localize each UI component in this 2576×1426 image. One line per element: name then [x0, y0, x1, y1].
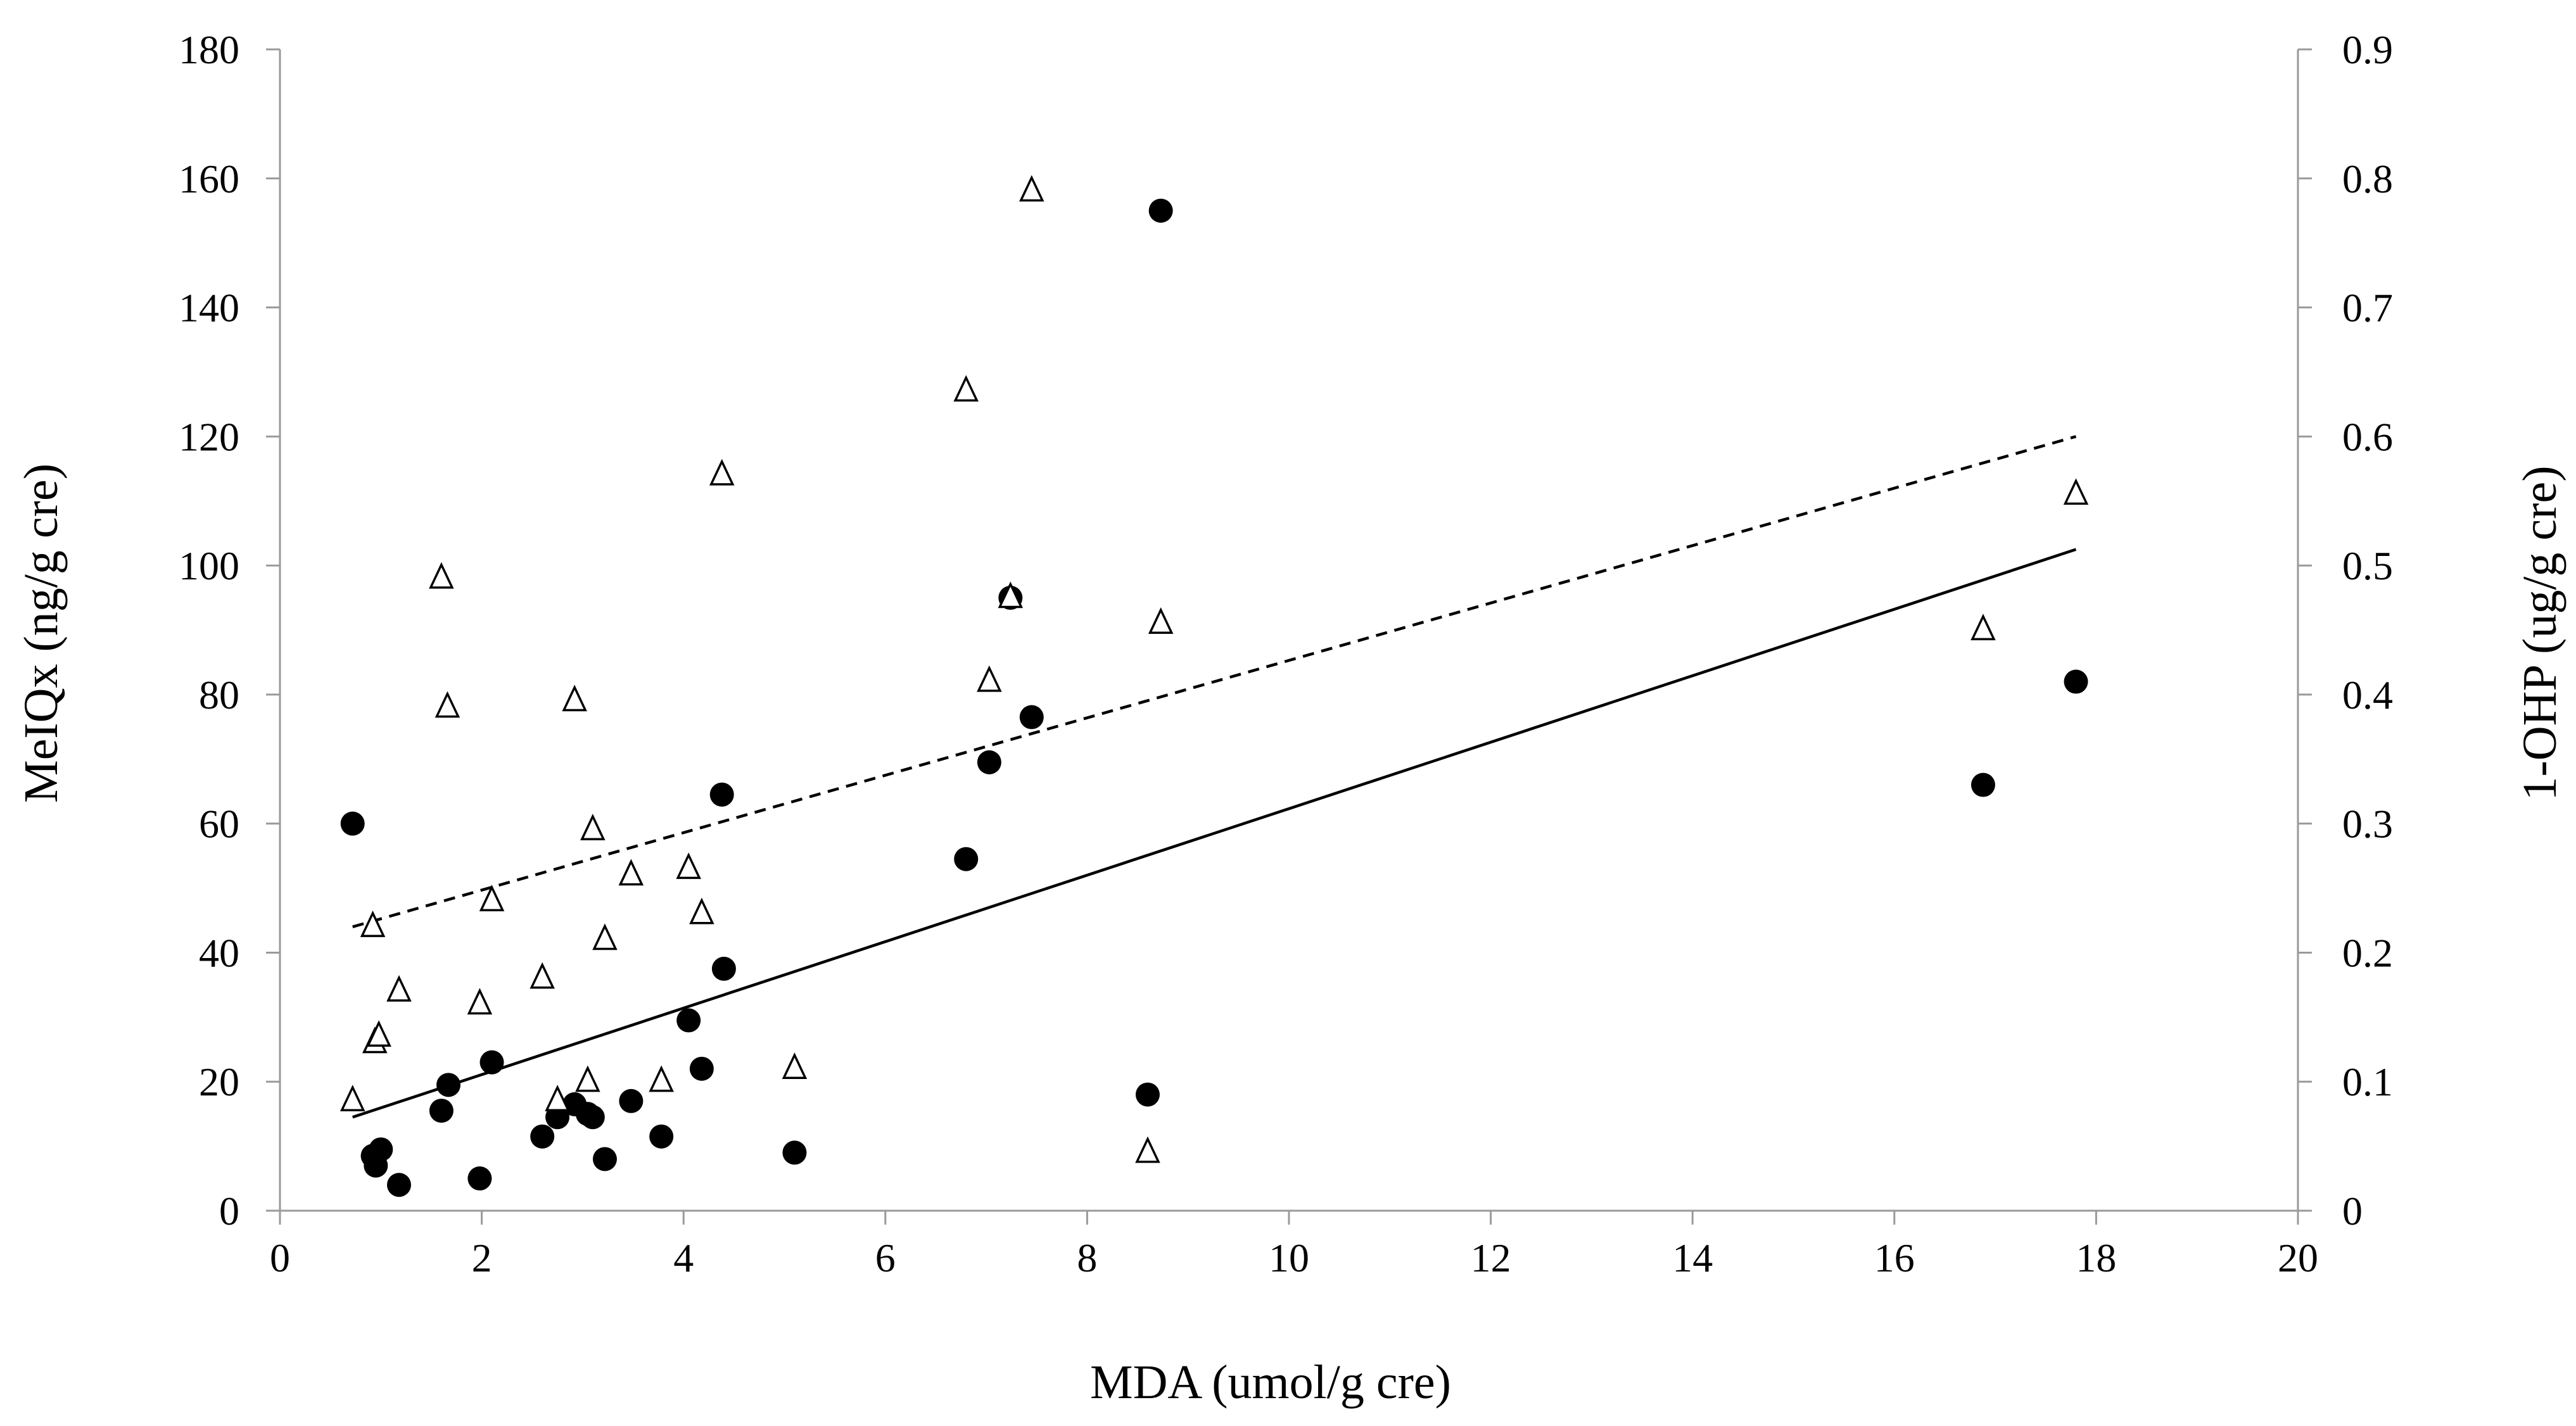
meiqx-point [1970, 773, 1995, 797]
x-tick-label: 8 [1077, 1235, 1097, 1280]
y-left-tick-label: 160 [179, 156, 239, 201]
x-tick-label: 12 [1471, 1235, 1511, 1280]
x-tick-label: 4 [673, 1235, 694, 1280]
meiqx-point [467, 1166, 492, 1191]
x-tick-label: 10 [1269, 1235, 1309, 1280]
1ohp-point [575, 1065, 600, 1092]
meiqx-point [580, 1105, 605, 1130]
x-tick-label: 2 [472, 1235, 492, 1280]
y-left-tick-label: 120 [179, 414, 239, 459]
y-left-axis-title: MeIQx (ng/g cre) [15, 464, 68, 803]
meiqx-point [2064, 669, 2088, 694]
y-right-tick-label: 0.6 [2342, 414, 2393, 459]
meiqx-point [340, 811, 365, 836]
meiqx-point [689, 1056, 714, 1081]
1ohp-point [339, 1085, 365, 1111]
y-right-tick-label: 0.3 [2342, 802, 2393, 847]
meiqx-point [619, 1088, 644, 1113]
1ohp-point [709, 458, 735, 486]
x-tick-label: 0 [270, 1235, 290, 1280]
x-tick-label: 16 [1874, 1235, 1915, 1280]
meiqx-point [676, 1008, 701, 1033]
meiqx-point [977, 750, 1001, 774]
y-right-tick-label: 0.5 [2342, 543, 2393, 588]
1ohp-point [782, 1052, 808, 1079]
1ohp-point [479, 885, 505, 912]
x-tick-label: 6 [875, 1235, 896, 1280]
y-left-tick-label: 100 [179, 543, 239, 588]
meiqx-point [954, 847, 979, 871]
y-right-tick-label: 0 [2342, 1189, 2363, 1234]
meiqx-point [386, 1173, 411, 1197]
meiqx-point [649, 1124, 674, 1149]
x-axis-title: MDA (umol/g cre) [1090, 1356, 1451, 1409]
y-right-tick-label: 0.8 [2342, 156, 2393, 201]
trendline-meiqx-solid [352, 548, 2077, 1119]
1ohp-point [649, 1065, 674, 1092]
trendline-1ohp-dashed [352, 435, 2077, 928]
meiqx-point [782, 1140, 807, 1165]
x-tick-label: 20 [2278, 1235, 2318, 1280]
meiqx-point [1019, 705, 1044, 729]
y-left-tick-label: 140 [179, 286, 239, 331]
y-left-tick-label: 40 [199, 930, 239, 975]
1ohp-point [2063, 478, 2089, 505]
y-left-tick-label: 20 [199, 1059, 239, 1104]
y-right-tick-label: 0.9 [2342, 27, 2393, 72]
y-left-tick-label: 80 [199, 672, 239, 717]
1ohp-point [618, 859, 644, 886]
1ohp-point [1970, 614, 1996, 641]
1ohp-point [530, 962, 555, 989]
y-right-tick-label: 0.2 [2342, 930, 2393, 975]
1ohp-point [1135, 1136, 1160, 1163]
y-left-tick-label: 0 [219, 1189, 239, 1234]
meiqx-point [530, 1124, 555, 1149]
1ohp-point [386, 975, 412, 1002]
meiqx-point [436, 1073, 461, 1097]
axes-group: 0 2 4 6 8 10 12 14 16 18 20 0 20 40 60 80 100 120 140 160 18… [179, 27, 2393, 1280]
1ohp-point [998, 581, 1024, 609]
meiqx-point [709, 782, 734, 807]
1ohp-point [676, 852, 701, 880]
1ohp-point [689, 897, 714, 924]
y-right-tick-label: 0.1 [2342, 1059, 2393, 1104]
meiqx-point [479, 1050, 504, 1075]
meiqx-point [711, 956, 736, 981]
meiqx-point [1148, 198, 1173, 223]
y-right-axis-title: 1-OHP (ug/g cre) [2513, 465, 2566, 800]
1ohp-point [429, 562, 454, 589]
y-left-tick-label: 60 [199, 802, 239, 847]
meiqx-point [1135, 1082, 1160, 1107]
meiqx-point [369, 1137, 393, 1162]
meiqx-point [429, 1099, 454, 1123]
1ohp-point [360, 910, 386, 937]
1ohp-point [467, 988, 493, 1015]
1ohp-point [435, 691, 460, 718]
1ohp-point [580, 814, 606, 841]
y-left-tick-label: 180 [179, 27, 239, 72]
1ohp-point [592, 923, 618, 950]
x-tick-label: 18 [2076, 1235, 2116, 1280]
1ohp-point [953, 375, 979, 402]
y-right-tick-label: 0.7 [2342, 286, 2393, 331]
labels-group: MDA (umol/g cre) MeIQx (ng/g cre) 1-OHP … [15, 464, 2566, 1409]
1ohp-point [366, 1020, 391, 1047]
1ohp-point [562, 685, 587, 712]
1ohp-point [1148, 607, 1174, 634]
y-right-tick-label: 0.4 [2342, 672, 2393, 717]
1ohp-point [1019, 175, 1044, 202]
meiqx-point [592, 1147, 617, 1171]
trendlines-group [352, 435, 2077, 1119]
data-marks-group [339, 175, 2089, 1197]
1ohp-point [545, 1085, 570, 1111]
1ohp-point [977, 665, 1002, 692]
x-tick-label: 14 [1672, 1235, 1713, 1280]
